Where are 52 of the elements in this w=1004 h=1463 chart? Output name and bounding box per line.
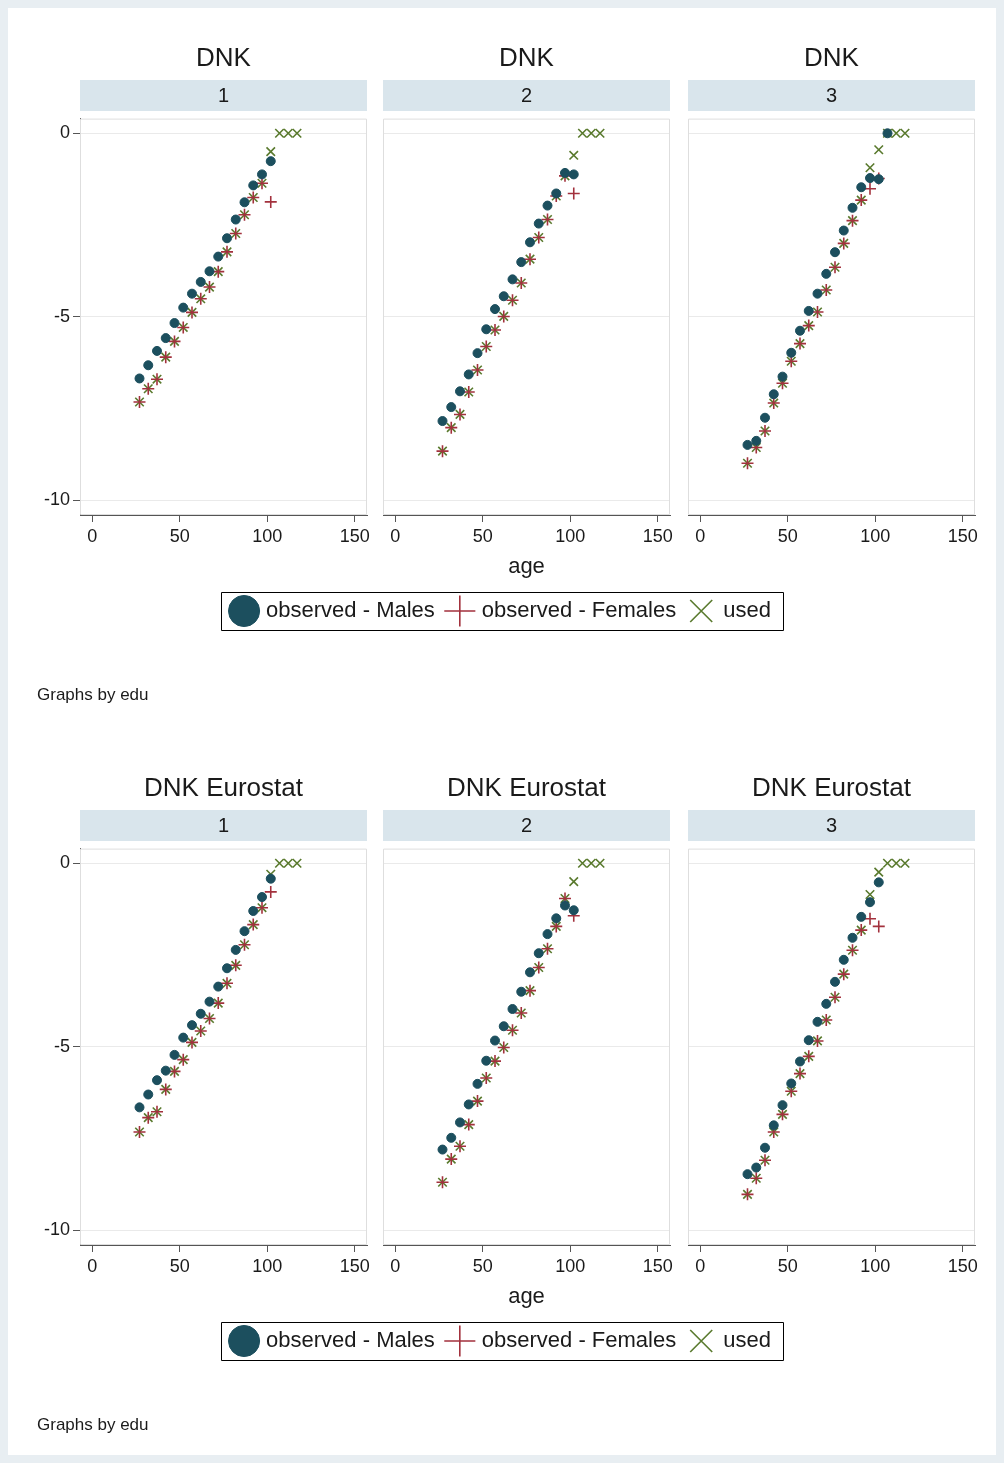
chart-title: DNK (803, 42, 860, 73)
x-axis-title: age (508, 552, 545, 578)
x-tick-label: 0 (695, 1255, 706, 1276)
chart-title: DNK (498, 42, 555, 73)
chart-subtitle: 2 (383, 80, 670, 111)
x-tick-label: 50 (472, 1255, 493, 1276)
x-tick-label: 150 (947, 1255, 978, 1276)
chart-title: DNK (195, 42, 252, 73)
x-tick-label: 0 (390, 525, 401, 546)
x-tick-label: 100 (252, 1255, 283, 1276)
x-tick-label: 100 (860, 525, 891, 546)
text: Graphs by edu (37, 1415, 149, 1435)
x-tick-label: 150 (339, 1255, 370, 1276)
legend-label: observed - Males (266, 597, 435, 623)
x-tick-label: 100 (555, 525, 586, 546)
x-tick-label: 0 (390, 1255, 401, 1276)
y-tick-label: -10 (43, 489, 70, 510)
text: Graphs by edu (37, 685, 149, 705)
chart-title: DNK Eurostat (143, 772, 304, 803)
legend-label: observed - Females (481, 597, 677, 623)
x-tick-label: 150 (642, 1255, 673, 1276)
x-tick-label: 0 (87, 1255, 98, 1276)
legend-label: used (723, 597, 771, 623)
x-tick-label: 100 (555, 1255, 586, 1276)
x-tick-label: 50 (777, 1255, 798, 1276)
x-tick-label: 0 (695, 525, 706, 546)
chart-subtitle: 2 (383, 810, 670, 841)
legend-label: observed - Females (481, 1327, 677, 1353)
x-tick-label: 150 (642, 525, 673, 546)
chart-title: DNK Eurostat (446, 772, 607, 803)
y-tick-label: -5 (53, 305, 70, 326)
x-tick-label: 50 (169, 1255, 190, 1276)
chart-subtitle: 3 (688, 80, 975, 111)
x-tick-label: 100 (860, 1255, 891, 1276)
chart-title: DNK Eurostat (751, 772, 912, 803)
y-tick-label: -5 (53, 1035, 70, 1056)
x-tick-label: 50 (169, 525, 190, 546)
chart-subtitle: 1 (80, 810, 367, 841)
y-tick-label: 0 (59, 122, 70, 143)
chart-subtitle: 3 (688, 810, 975, 841)
legend-label: used (723, 1327, 771, 1353)
legend-label: observed - Males (266, 1327, 435, 1353)
x-axis-title: age (508, 1282, 545, 1308)
x-tick-label: 0 (87, 525, 98, 546)
x-tick-label: 50 (472, 525, 493, 546)
chart-subtitle: 1 (80, 80, 367, 111)
y-tick-label: 0 (59, 852, 70, 873)
x-tick-label: 50 (777, 525, 798, 546)
x-tick-label: 100 (252, 525, 283, 546)
y-tick-label: -10 (43, 1219, 70, 1240)
x-tick-label: 150 (947, 525, 978, 546)
x-tick-label: 150 (339, 525, 370, 546)
